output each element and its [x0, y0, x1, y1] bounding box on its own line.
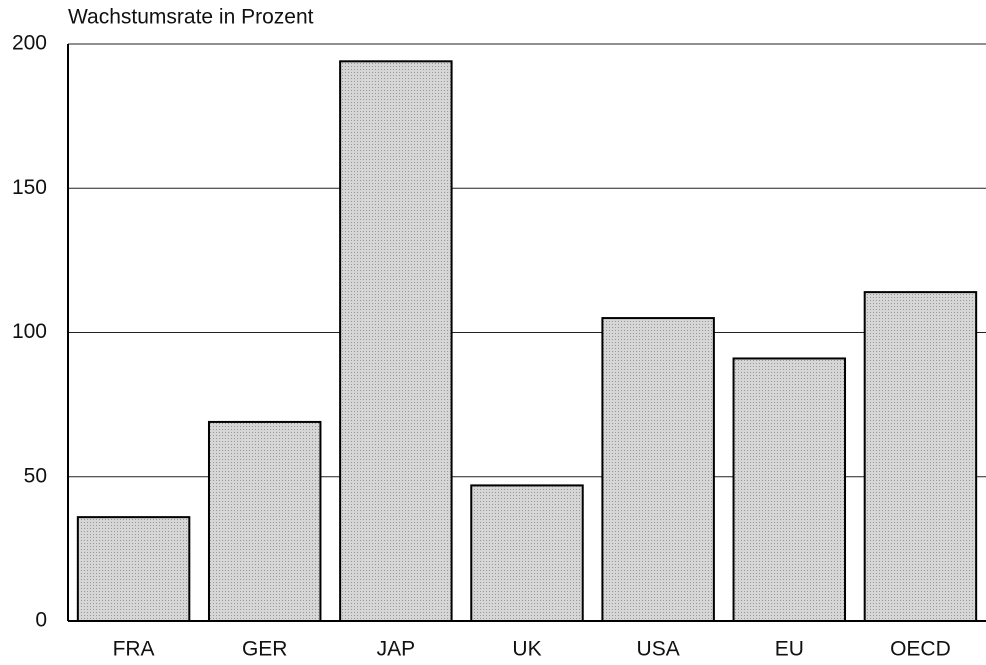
bar — [470, 484, 584, 622]
y-tick-label: 150 — [12, 176, 47, 199]
bar — [863, 291, 978, 622]
x-tick-label: OECD — [890, 638, 951, 661]
bar — [601, 317, 715, 622]
x-tick-label: JAP — [377, 638, 416, 661]
x-tick-label: UK — [512, 638, 541, 661]
y-tick-label: 100 — [12, 320, 47, 343]
x-tick-label: EU — [775, 638, 804, 661]
bar — [339, 60, 453, 623]
y-tick-label: 200 — [12, 32, 47, 55]
y-tick-label: 50 — [24, 464, 47, 487]
chart-title: Wachstumsrate in Prozent — [68, 6, 314, 29]
x-tick-label: USA — [637, 638, 680, 661]
bar — [732, 357, 847, 622]
y-tick-label: 0 — [35, 609, 47, 632]
bar — [76, 516, 191, 623]
x-tick-label: FRA — [113, 638, 155, 661]
bar — [207, 420, 322, 622]
x-tick-label: GER — [242, 638, 288, 661]
